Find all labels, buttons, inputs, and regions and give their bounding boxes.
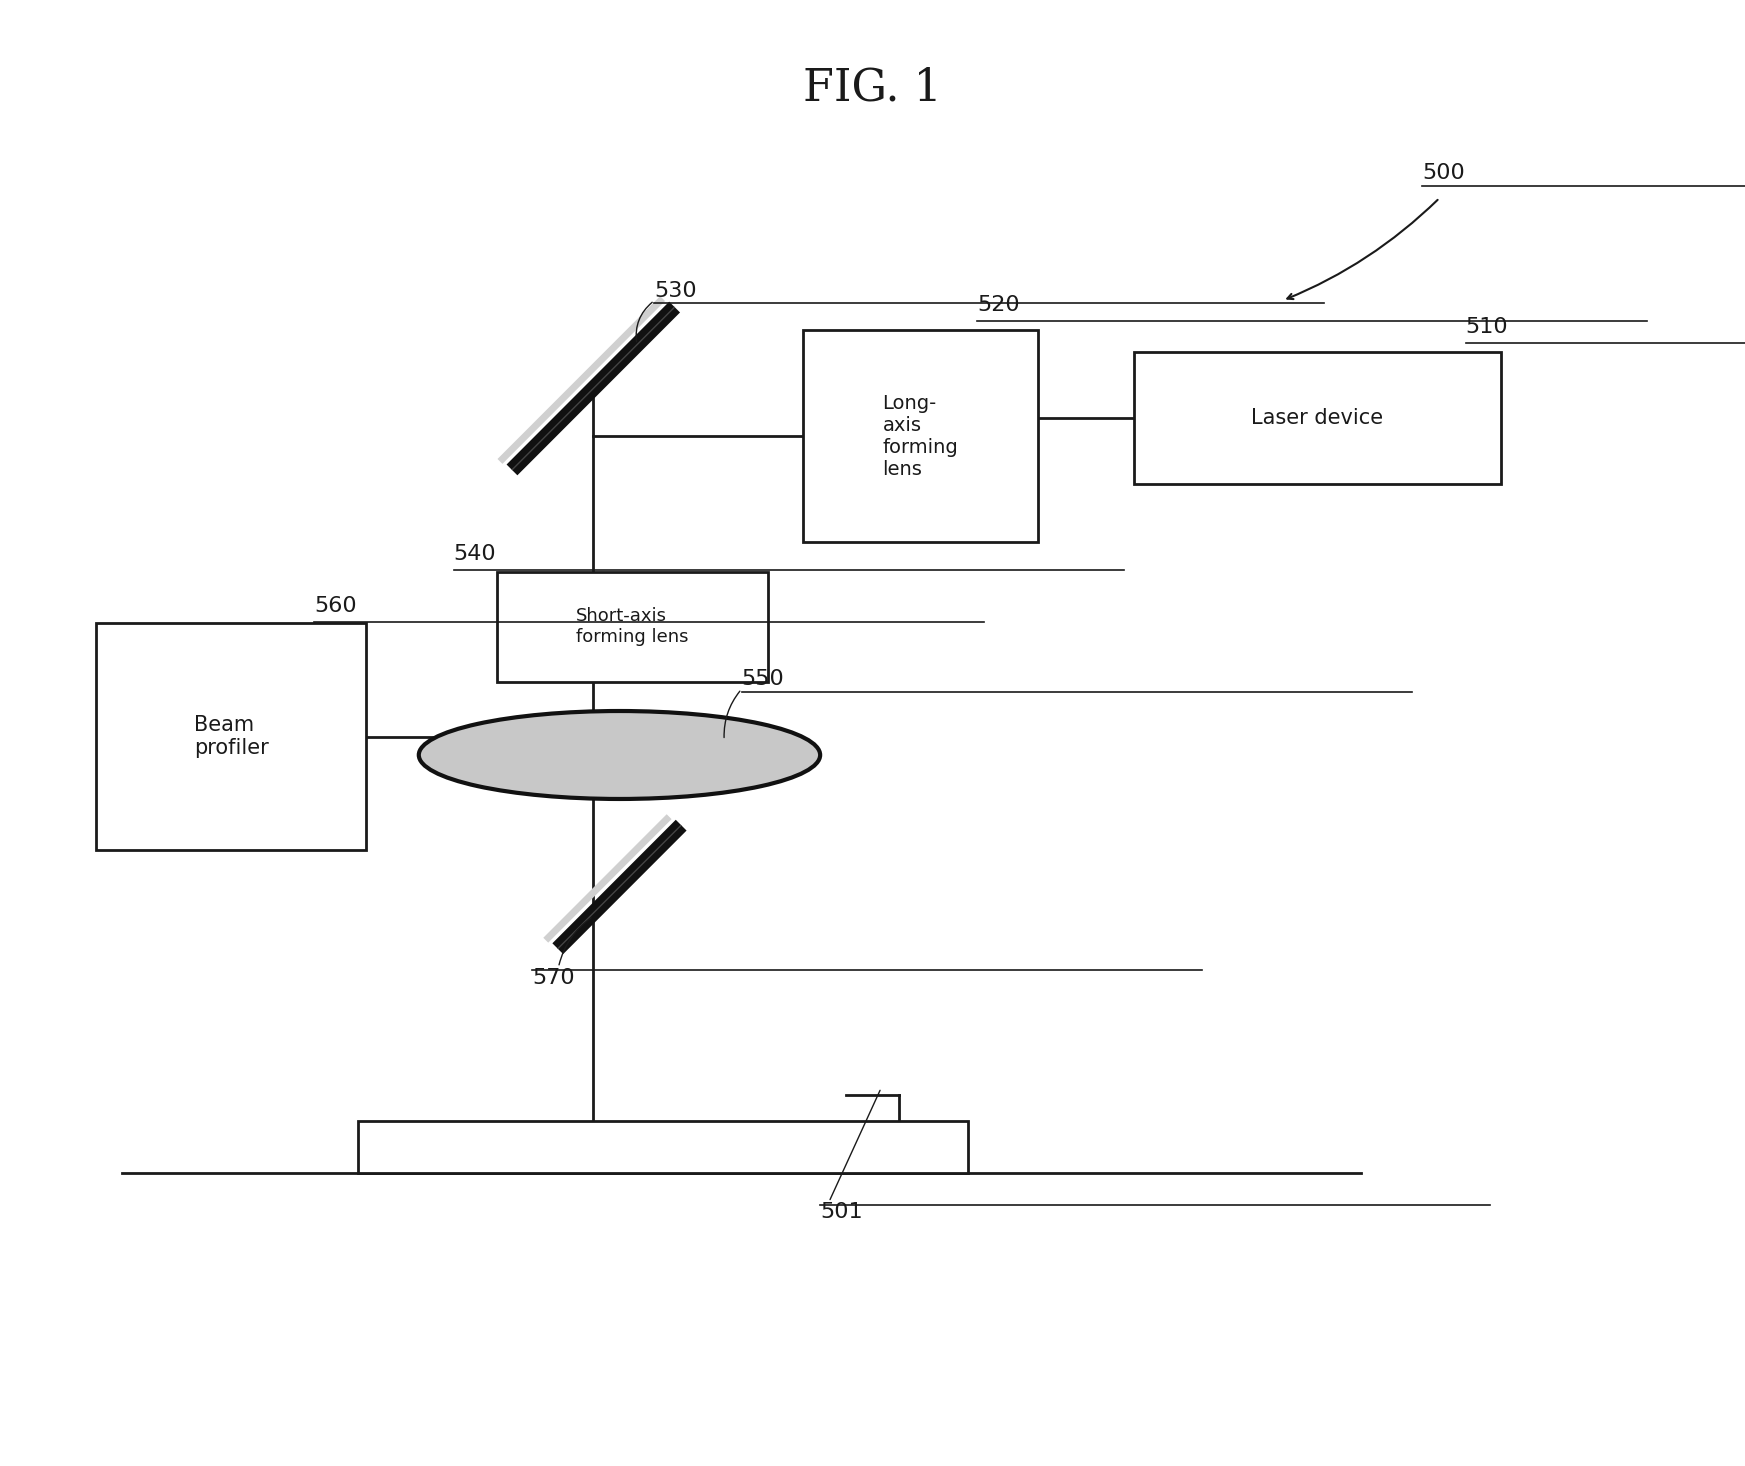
Text: 540: 540	[454, 544, 496, 564]
Bar	[497, 572, 768, 682]
Text: Laser device: Laser device	[1251, 408, 1384, 428]
Ellipse shape	[419, 711, 820, 799]
Text: FIG. 1: FIG. 1	[803, 66, 942, 108]
Text: 510: 510	[1466, 317, 1508, 337]
Text: 501: 501	[820, 1202, 862, 1223]
Bar	[96, 623, 366, 850]
Text: 570: 570	[532, 968, 574, 988]
Text: 500: 500	[1422, 163, 1464, 183]
Text: Long-
axis
forming
lens: Long- axis forming lens	[883, 394, 958, 478]
Text: Beam
profiler: Beam profiler	[194, 715, 269, 758]
Text: 530: 530	[654, 280, 696, 301]
Text: Short-axis
forming lens: Short-axis forming lens	[576, 607, 689, 647]
Text: 560: 560	[314, 595, 356, 616]
Bar	[803, 330, 1038, 542]
Bar	[358, 1121, 968, 1173]
Text: 550: 550	[742, 668, 784, 689]
Text: 520: 520	[977, 295, 1019, 315]
Bar	[1134, 352, 1501, 484]
